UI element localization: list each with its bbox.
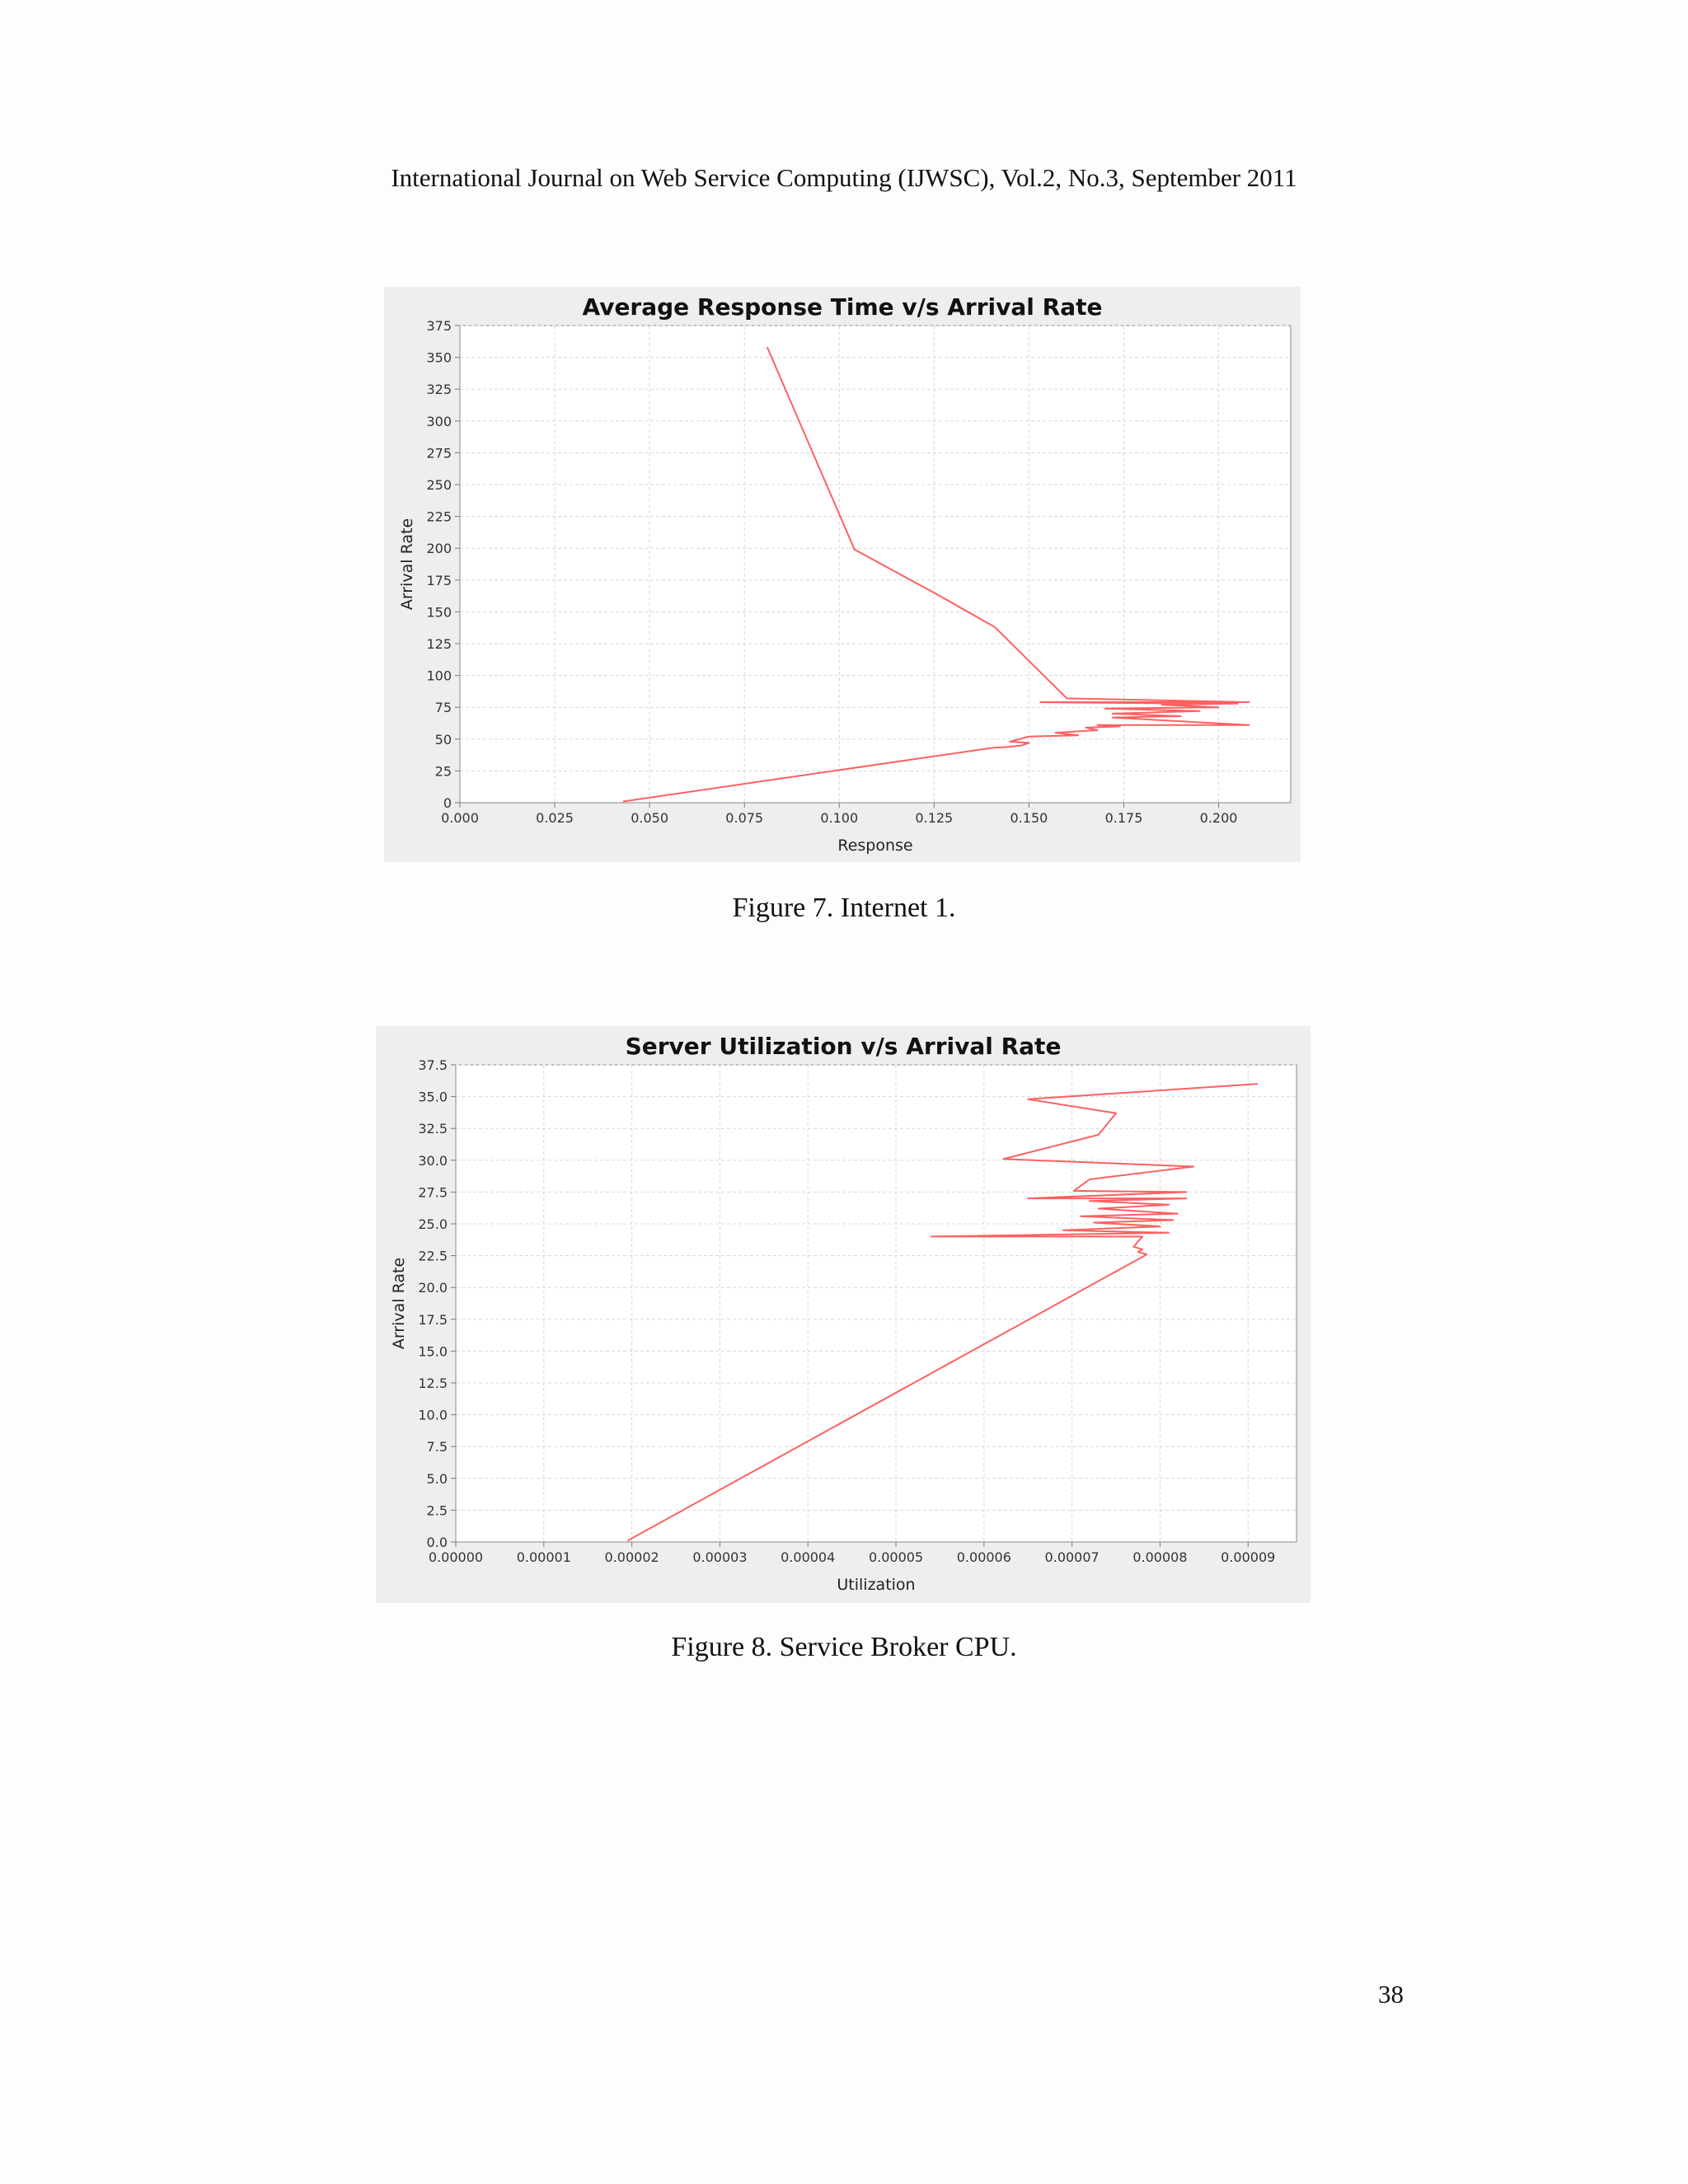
x-tick-label: 0.175	[1105, 810, 1143, 826]
response-time-chart-svg: Average Response Time v/s Arrival Rate 0.…	[398, 293, 1292, 855]
y-tick-label: 15.0	[418, 1343, 448, 1359]
y-tick-label: 350	[426, 350, 452, 366]
running-header: International Journal on Web Service Com…	[391, 163, 1297, 192]
x-tick-label: 0.150	[1010, 810, 1048, 826]
y-tick-label: 75	[435, 700, 452, 715]
y-tick-label: 30.0	[418, 1153, 448, 1169]
figure-7-caption: Figure 7. Internet 1.	[732, 893, 956, 923]
x-tick-label: 0.025	[536, 810, 574, 826]
y-tick-label: 225	[426, 509, 452, 525]
y-tick-label: 12.5	[418, 1376, 448, 1391]
y-axis-label: Arrival Rate	[390, 1258, 408, 1349]
y-tick-label: 125	[426, 636, 452, 652]
chart-title: Average Response Time v/s Arrival Rate	[583, 293, 1103, 321]
y-tick-label: 25.0	[418, 1216, 448, 1232]
plot-area	[455, 1064, 1297, 1543]
chart-title: Server Utilization v/s Arrival Rate	[626, 1033, 1062, 1060]
x-tick-label: 0.00007	[1045, 1549, 1100, 1565]
y-tick-label: 7.5	[427, 1439, 448, 1455]
y-tick-label: 0	[443, 795, 452, 811]
y-tick-label: 2.5	[427, 1502, 448, 1518]
x-tick-label: 0.050	[631, 810, 668, 826]
x-tick-label: 0.00003	[692, 1549, 747, 1565]
y-tick-label: 27.5	[418, 1184, 448, 1200]
series-line	[622, 346, 1250, 803]
x-tick-label: 0.00009	[1221, 1549, 1275, 1565]
x-tick-label: 0.00002	[605, 1549, 659, 1565]
y-tick-label: 5.0	[427, 1471, 448, 1487]
y-tick-label: 35.0	[418, 1090, 448, 1105]
x-tick-label: 0.00004	[781, 1549, 835, 1565]
x-tick-label: 0.00005	[869, 1549, 923, 1565]
x-axis-label: Utilization	[837, 1576, 915, 1594]
x-tick-label: 0.00001	[517, 1549, 571, 1565]
y-axis-label: Arrival Rate	[398, 518, 416, 610]
y-tick-label: 37.5	[418, 1057, 448, 1073]
y-tick-label: 325	[426, 382, 452, 397]
server-utilization-chart-svg: Server Utilization v/s Arrival Rate 0.000…	[390, 1033, 1297, 1594]
x-tick-label: 0.00006	[957, 1549, 1011, 1565]
y-tick-label: 22.5	[418, 1249, 448, 1264]
y-tick-label: 275	[426, 445, 452, 461]
y-tick-label: 250	[426, 477, 452, 493]
y-tick-label: 300	[426, 414, 452, 429]
y-tick-label: 175	[426, 573, 452, 588]
plot-area	[459, 325, 1292, 804]
figure-8-caption: Figure 8. Service Broker CPU.	[671, 1632, 1017, 1662]
x-axis-label: Response	[837, 837, 912, 855]
x-tick-label: 0.075	[725, 810, 763, 826]
y-tick-label: 100	[426, 668, 452, 684]
y-tick-label: 32.5	[418, 1121, 448, 1137]
y-tick-label: 17.5	[418, 1312, 448, 1328]
x-tick-label: 0.125	[915, 810, 953, 826]
y-tick-label: 150	[426, 604, 452, 620]
y-tick-label: 200	[426, 541, 452, 556]
figure-7-chart: Average Response Time v/s Arrival Rate 0.…	[384, 287, 1301, 862]
y-tick-label: 10.0	[418, 1408, 448, 1423]
y-tick-label: 0.0	[427, 1535, 448, 1550]
y-tick-label: 25	[435, 763, 452, 779]
x-tick-label: 0.00008	[1132, 1549, 1187, 1565]
x-tick-label: 0.100	[820, 810, 858, 826]
y-tick-label: 50	[435, 732, 452, 748]
y-tick-label: 20.0	[418, 1280, 448, 1296]
x-tick-label: 0.200	[1200, 810, 1238, 826]
x-tick-label: 0.000	[441, 810, 479, 826]
figure-8-chart: Server Utilization v/s Arrival Rate 0.000…	[376, 1026, 1311, 1603]
series-line	[626, 1083, 1259, 1542]
x-tick-label: 0.00000	[429, 1549, 483, 1565]
page-number: 38	[1378, 1980, 1404, 2008]
y-tick-label: 375	[426, 318, 452, 334]
